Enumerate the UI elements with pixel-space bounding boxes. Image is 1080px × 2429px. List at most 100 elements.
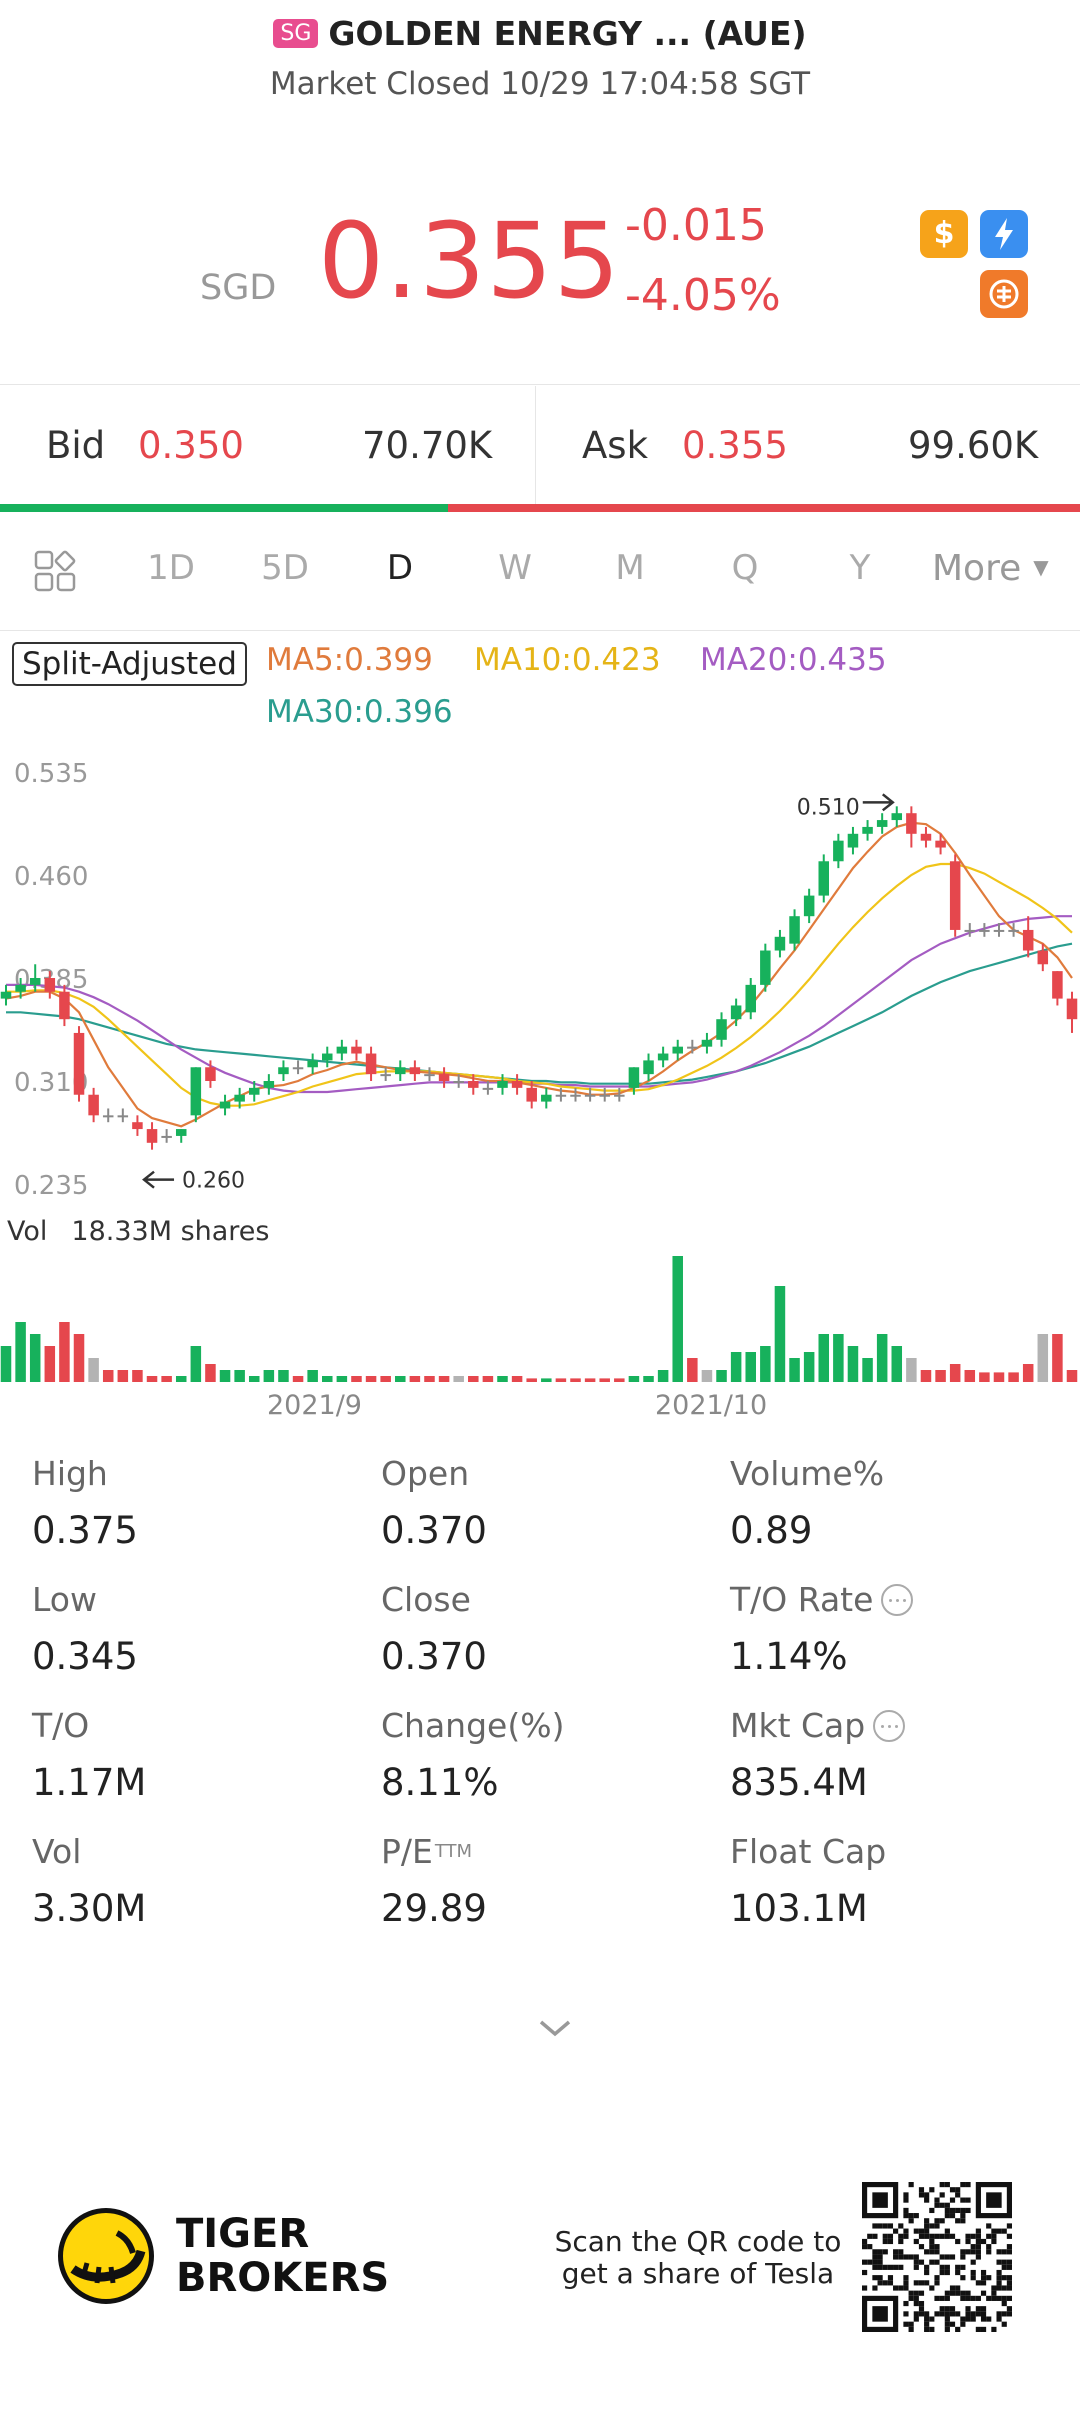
qr-module (1001, 2264, 1007, 2270)
qr-module (898, 2285, 904, 2291)
qr-module (949, 2207, 956, 2214)
stat-value: 1.17M (32, 1761, 147, 1804)
candle-body (453, 1081, 464, 1083)
tab-q[interactable]: Q (731, 548, 759, 588)
chart-layout-icon[interactable] (34, 550, 78, 598)
tab-1d[interactable]: 1D (147, 548, 195, 588)
qr-module (960, 2249, 966, 2255)
currency-exchange-icon[interactable] (980, 270, 1028, 318)
candle-body (497, 1081, 508, 1088)
stat-mkt-cap: Mkt Cap 835.4M (730, 1706, 1070, 1804)
qr-module (913, 2213, 919, 2219)
x-axis-label: 2021/9 (267, 1390, 362, 1421)
volume-bar (672, 1256, 683, 1382)
qr-module (929, 2249, 935, 2255)
x-axis-label: 2021/10 (655, 1390, 768, 1421)
volume-bar (643, 1376, 654, 1382)
candle-body (599, 1094, 610, 1097)
qr-module (965, 2182, 971, 2188)
qr-module (908, 2213, 914, 2219)
tab-w[interactable]: W (498, 548, 532, 588)
volume-bar (497, 1376, 508, 1382)
qr-module (960, 2207, 966, 2214)
qr-module (862, 2269, 868, 2276)
more-info-icon[interactable] (873, 1709, 906, 1742)
qr-module (908, 2218, 914, 2224)
price-change-percent: -4.05% (625, 270, 781, 321)
qr-module (908, 2254, 914, 2260)
high-price-label: 0.510 (797, 795, 860, 820)
qr-module (975, 2311, 981, 2317)
qr-module (918, 2259, 925, 2265)
qr-module (980, 2238, 987, 2245)
candle-body (541, 1094, 552, 1102)
qr-module (975, 2254, 981, 2260)
qr-module (949, 2306, 956, 2312)
qr-module (903, 2285, 909, 2291)
qr-module (960, 2254, 966, 2260)
candle-body (511, 1081, 523, 1088)
qr-module (960, 2182, 966, 2188)
qr-module (893, 2228, 899, 2234)
stock-name: GOLDEN ENERGY ... (AUE) (328, 14, 807, 53)
volume-bar (701, 1370, 713, 1382)
qr-module (944, 2264, 950, 2270)
stat-low: Low 0.345 (32, 1580, 372, 1678)
qr-module (924, 2197, 930, 2203)
qr-module (903, 2280, 909, 2286)
volume-bar (102, 1370, 114, 1382)
volume-bar (73, 1334, 85, 1382)
qr-module (913, 2228, 919, 2234)
volume-bar (205, 1364, 216, 1382)
qr-module (1001, 2311, 1007, 2317)
candle-body (117, 1115, 129, 1118)
candle-body (876, 820, 888, 827)
more-info-icon[interactable] (881, 1583, 914, 1616)
stat-label-text: Change(%) (381, 1706, 565, 1745)
qr-module (1006, 2223, 1012, 2229)
qr-module (934, 2244, 940, 2250)
qr-module (924, 2223, 930, 2229)
expand-chevron-icon[interactable] (533, 2014, 577, 2046)
split-adjusted-toggle[interactable]: Split-Adjusted (12, 642, 247, 686)
stat-label-text: T/O (32, 1706, 90, 1745)
qr-module (944, 2295, 950, 2301)
ask-price[interactable]: 0.355 (682, 424, 788, 467)
qr-module (996, 2269, 1002, 2276)
bid-price[interactable]: 0.350 (138, 424, 244, 467)
volume-bar (263, 1370, 275, 1382)
tab-d[interactable]: D (386, 548, 414, 588)
qr-module (934, 2218, 940, 2224)
qr-module (867, 2244, 873, 2250)
tab-5d[interactable]: 5D (261, 548, 309, 588)
candle-body (438, 1074, 450, 1081)
qr-module (929, 2316, 935, 2322)
candle-body (716, 1019, 727, 1040)
qr-module (965, 2311, 971, 2317)
qr-module (1006, 2275, 1012, 2281)
qr-module (980, 2316, 987, 2322)
stat-vol: Vol 3.30M (32, 1832, 372, 1930)
qr-module (980, 2311, 987, 2317)
qr-module (929, 2207, 935, 2214)
tab-m[interactable]: M (615, 548, 645, 588)
qr-code-icon[interactable] (862, 2182, 1012, 2332)
qr-module (882, 2280, 888, 2286)
tab-y[interactable]: Y (849, 548, 871, 588)
candle-body (59, 991, 70, 1020)
candle-body (380, 1074, 391, 1077)
stat-label-text: Vol (32, 1832, 82, 1871)
candle-body (365, 1053, 377, 1075)
candle-body (278, 1067, 289, 1075)
qr-module (975, 2238, 981, 2245)
y-tick-label: 0.235 (14, 1171, 88, 1201)
tab-more[interactable]: More ▼ (932, 548, 1049, 589)
candle-body (614, 1094, 625, 1097)
volume-value: 18.33M shares (71, 1216, 270, 1247)
qr-module (934, 2280, 940, 2286)
qr-module (887, 2223, 894, 2229)
qr-module (862, 2259, 868, 2265)
lightning-icon[interactable] (980, 210, 1028, 258)
dollar-icon[interactable]: $ (920, 210, 968, 258)
